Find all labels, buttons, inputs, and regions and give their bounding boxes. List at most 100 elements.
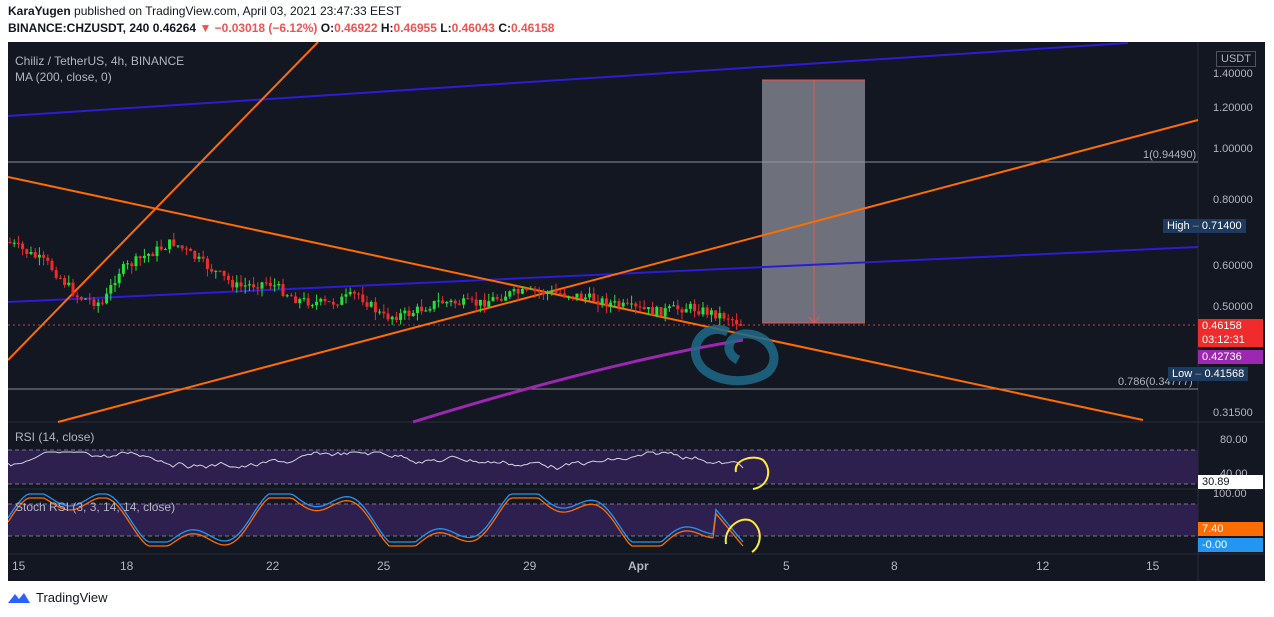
x-tick: 22 — [266, 559, 280, 573]
candle — [583, 297, 587, 299]
candle — [701, 307, 705, 315]
candle — [352, 291, 356, 294]
candle — [16, 242, 20, 244]
candle — [525, 288, 529, 290]
orange-descending-line[interactable] — [8, 176, 1144, 421]
ma-tag: 0.42736 — [1198, 350, 1263, 364]
candle — [693, 303, 697, 312]
currency-label[interactable]: USDT — [1216, 51, 1256, 67]
candle — [100, 302, 104, 304]
orange-steep-line[interactable] — [8, 42, 319, 361]
price-tick: 0.50000 — [1213, 301, 1253, 313]
candle — [373, 302, 377, 313]
ma-label[interactable]: MA (200, close, 0) — [15, 70, 112, 84]
rsi-label[interactable]: RSI (14, close) — [15, 430, 95, 444]
ohlc-bar: BINANCE:CHZUSDT, 240 0.46264 ▼ −0.03018 … — [8, 21, 555, 35]
candle — [340, 296, 344, 305]
last-price: 0.46264 — [152, 21, 197, 35]
candle — [155, 246, 159, 257]
symbol: BINANCE:CHZUSDT, 240 — [8, 21, 150, 35]
x-tick: 12 — [1036, 559, 1050, 573]
stoch-d-line — [8, 497, 744, 547]
candle — [247, 284, 251, 286]
brand-name[interactable]: TradingView — [36, 590, 108, 605]
candle — [134, 256, 138, 267]
candle — [189, 248, 193, 251]
candle — [79, 297, 83, 300]
candle — [126, 263, 130, 265]
stoch-label[interactable]: Stoch RSI (3, 3, 14, 14, close) — [15, 500, 176, 514]
candle — [462, 298, 466, 305]
candle — [298, 299, 302, 304]
candle — [529, 288, 533, 290]
candle — [8, 242, 12, 244]
candle — [726, 318, 730, 320]
blue-lower-channel[interactable] — [8, 246, 1199, 303]
candle — [180, 245, 184, 249]
blue-upper-channel[interactable] — [8, 42, 1129, 117]
stoch-annotation[interactable] — [724, 518, 761, 553]
candle — [646, 307, 650, 310]
stoch-tick: 100.00 — [1213, 488, 1247, 500]
candle — [579, 293, 583, 299]
candle — [319, 298, 323, 302]
candles — [8, 232, 743, 331]
candle — [365, 302, 369, 307]
candle — [348, 291, 352, 295]
stoch-d-tag: 7.40 — [1198, 522, 1263, 536]
candle — [688, 303, 692, 309]
candle — [512, 289, 516, 292]
candle — [411, 313, 415, 317]
candle — [609, 302, 613, 307]
published-text: published on TradingView.com, April 03, … — [74, 4, 402, 18]
candle — [613, 301, 617, 303]
candle — [277, 283, 281, 286]
candle — [621, 302, 625, 307]
candle — [567, 296, 571, 298]
candle — [37, 254, 41, 258]
candle — [369, 302, 373, 307]
candle — [218, 270, 222, 272]
rsi-line — [8, 451, 744, 471]
candle — [651, 307, 655, 315]
candle — [285, 295, 289, 297]
author-name[interactable]: KaraYugen — [8, 4, 71, 18]
candle — [226, 275, 230, 280]
annotation-circle[interactable] — [690, 324, 779, 386]
x-tick: Apr — [628, 559, 649, 573]
footer[interactable]: TradingView — [8, 590, 108, 605]
candle — [315, 301, 319, 306]
candle — [714, 310, 718, 319]
candle — [625, 302, 629, 304]
down-arrow-icon: ▼ — [199, 21, 212, 35]
rsi-annotation[interactable] — [734, 456, 770, 490]
price-tag: 0.46158 — [1198, 319, 1263, 333]
chart-canvas[interactable] — [8, 42, 1265, 581]
candle — [327, 301, 331, 303]
candle — [378, 311, 382, 313]
candle — [264, 282, 268, 284]
candle — [105, 293, 109, 304]
candle — [260, 282, 264, 289]
candle — [310, 305, 314, 307]
candle — [550, 290, 554, 293]
candle — [21, 243, 25, 250]
candle — [336, 304, 340, 306]
price-tick: 0.31500 — [1213, 407, 1253, 419]
candle — [655, 307, 659, 315]
candle — [12, 242, 16, 244]
candle — [604, 298, 608, 307]
x-tick: 5 — [783, 559, 790, 573]
candle — [222, 270, 226, 276]
rsi-band — [8, 450, 1198, 484]
candle — [390, 316, 394, 320]
candle — [344, 294, 348, 297]
candle — [75, 295, 79, 298]
ma-200-line[interactable] — [412, 338, 744, 424]
candle — [243, 285, 247, 287]
candle — [357, 293, 361, 295]
candle — [592, 293, 596, 302]
tradingview-logo-icon — [8, 592, 30, 603]
orange-ascending-line[interactable] — [57, 119, 1199, 423]
chart-area[interactable]: Chiliz / TetherUS, 4h, BINANCE MA (200, … — [8, 42, 1265, 581]
